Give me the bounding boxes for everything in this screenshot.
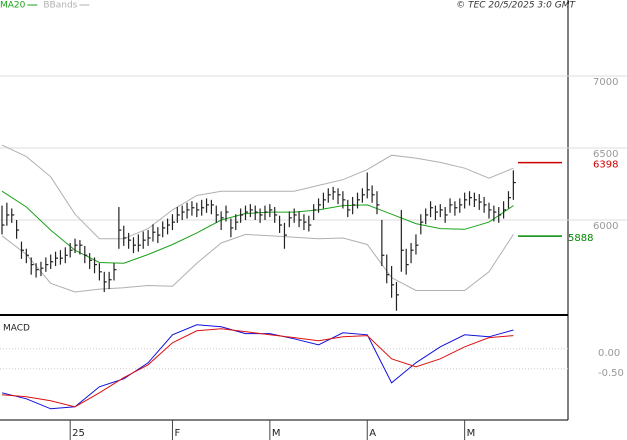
- band-upper: [1, 144, 514, 240]
- x-tick-label: M: [272, 428, 281, 439]
- legend-label: MA20: [0, 1, 26, 11]
- level-label: 6398: [593, 160, 618, 171]
- y-tick-label: 6000: [593, 221, 618, 232]
- legend-label: BBands: [43, 1, 77, 11]
- x-tick-label: 25: [72, 428, 85, 439]
- y-tick-label: 6500: [593, 149, 618, 160]
- y-tick-label: 7000: [593, 77, 618, 88]
- y-tick-label: 0.00: [598, 348, 620, 359]
- x-tick-label: F: [174, 428, 180, 439]
- level-label: 5888: [568, 233, 593, 244]
- x-tick-label: M: [467, 428, 476, 439]
- band-lower: [1, 233, 514, 293]
- x-tick-label: A: [369, 428, 376, 439]
- ma-line: [1, 190, 514, 264]
- y-tick-label: -0.50: [598, 368, 624, 379]
- indicator-title: MACD: [3, 324, 30, 334]
- source: © TEC 20/5/2025 3:0 GMT: [456, 1, 576, 11]
- macd-line: [1, 328, 514, 408]
